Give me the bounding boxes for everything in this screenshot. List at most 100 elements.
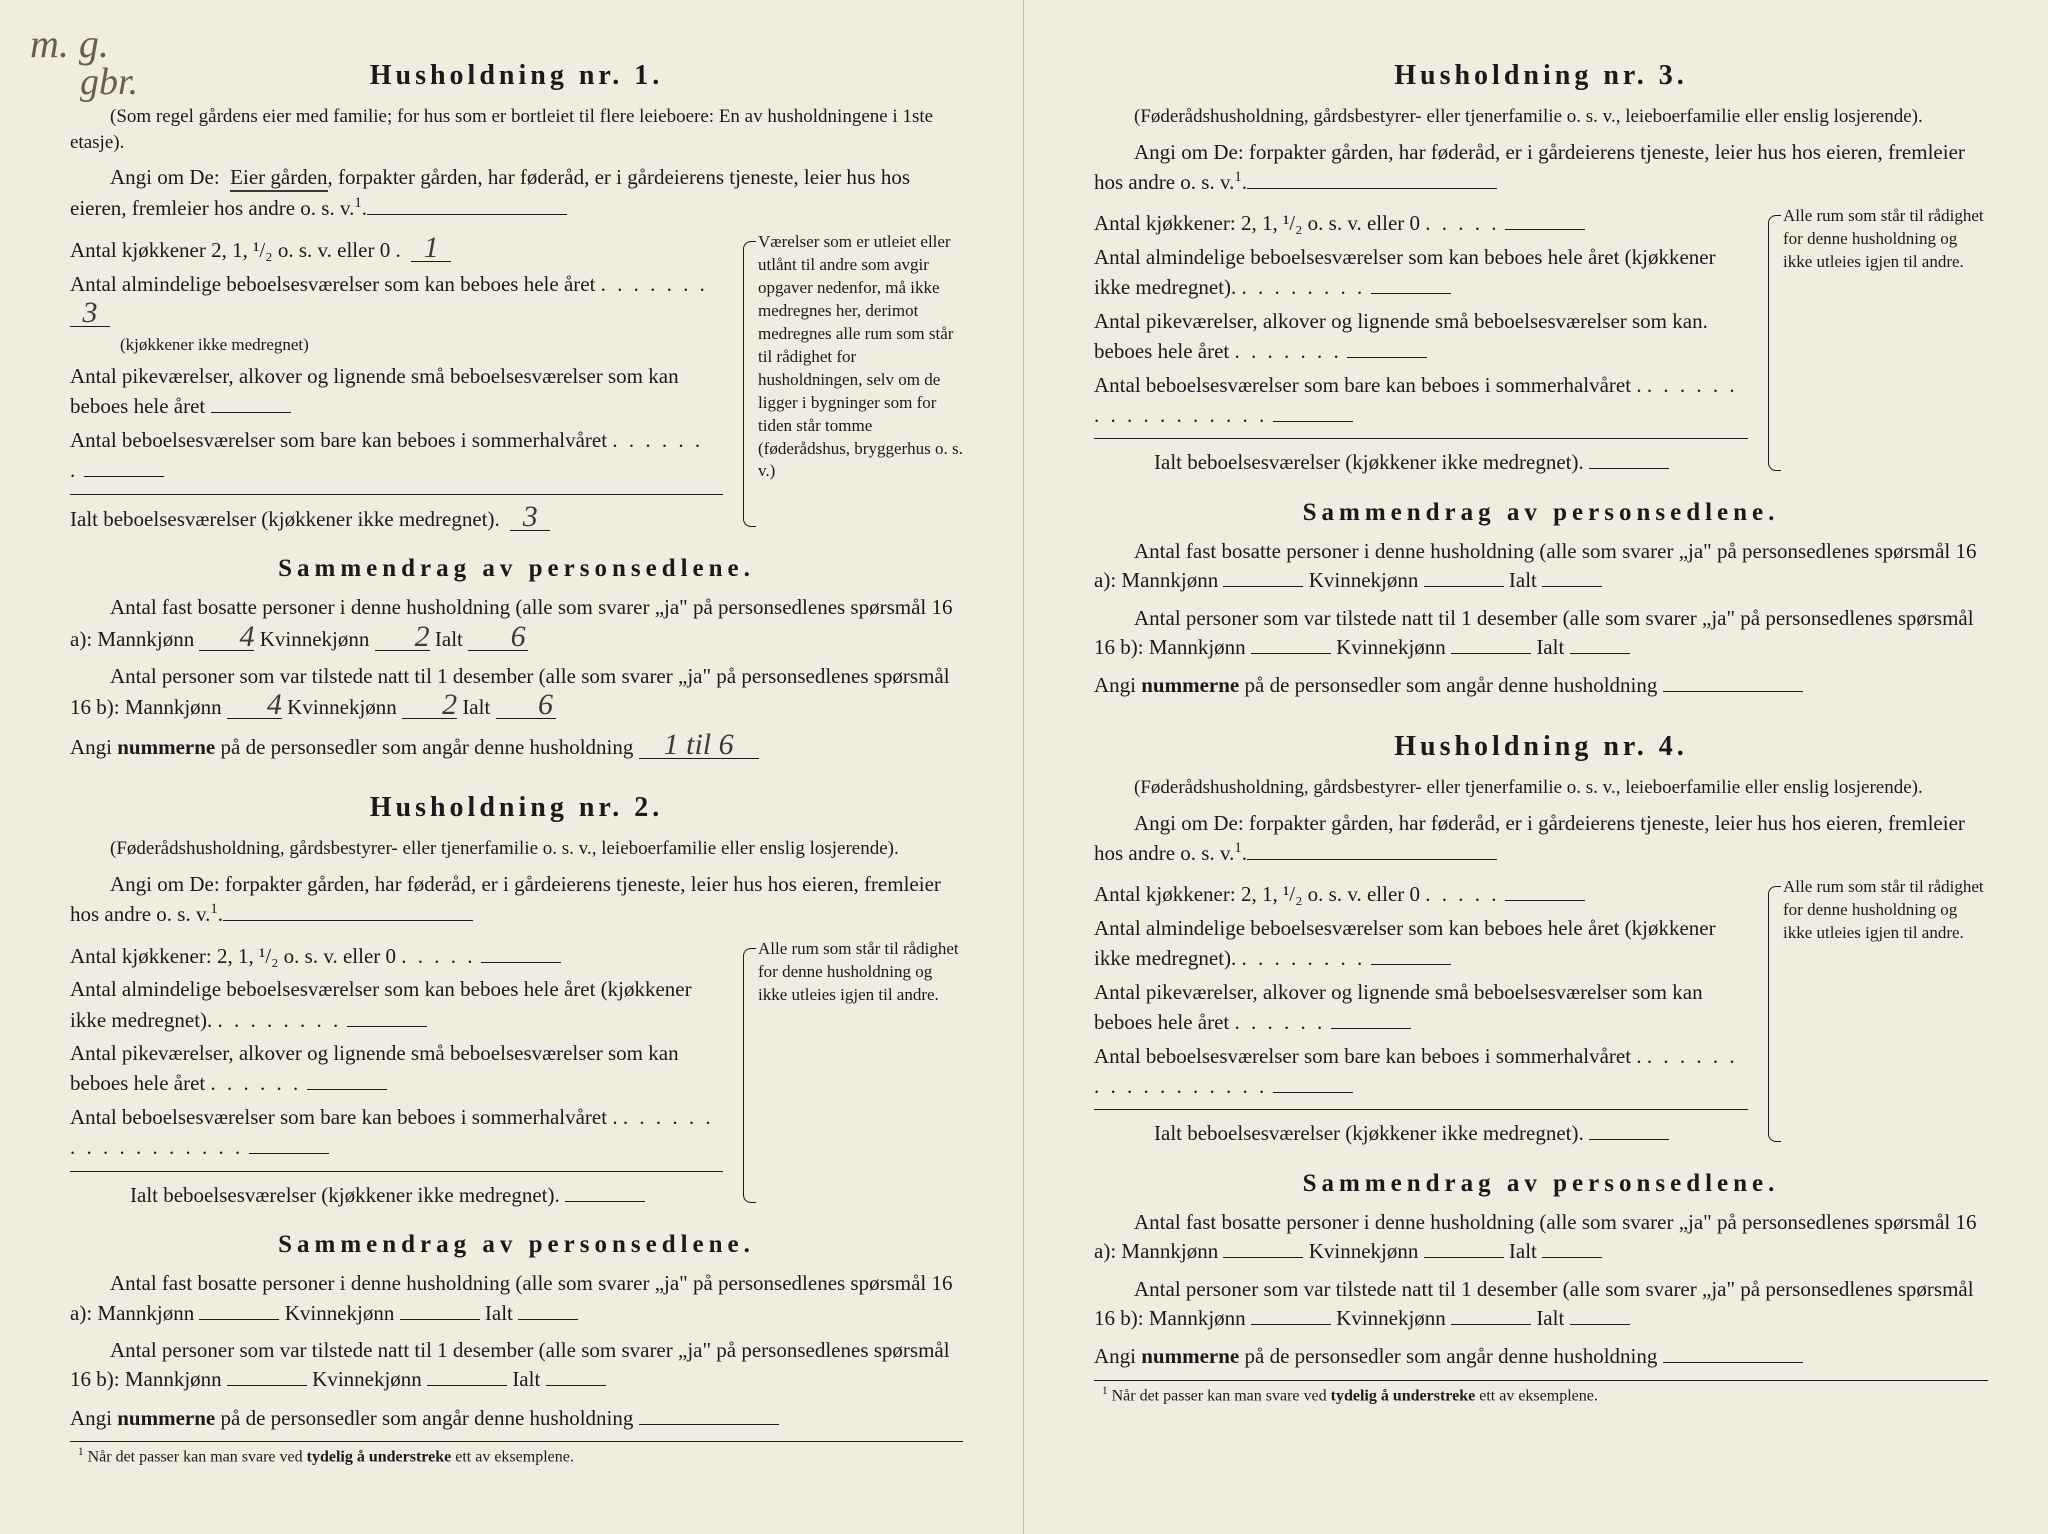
h3-p16a-m[interactable] [1223,586,1303,587]
h3-kjokkener-value[interactable] [1505,229,1585,230]
household-2-fields: Antal kjøkkener: 2, 1, ¹/₂ o. s. v. elle… [70,938,963,1214]
h2-p16b-i[interactable] [546,1385,606,1386]
footnote-right: 1 Når det passer kan man svare ved tydel… [1094,1380,1988,1405]
h4-p16a-m[interactable] [1223,1257,1303,1258]
pike-value[interactable] [211,412,291,413]
household-4-angi: Angi om De: forpakter gården, har føderå… [1094,809,1988,869]
household-2-title: Husholdning nr. 2. [70,792,963,824]
household-1-fields: Antal kjøkkener 2, 1, ¹/₂ o. s. v. eller… [70,231,963,537]
h4-p16a: Antal fast bosatte personer i denne hush… [1094,1208,1988,1267]
h2-pike-value[interactable] [307,1089,387,1090]
alm-note: (kjøkkener ikke medregnet) [70,333,723,358]
kjokkener-label: Antal kjøkkener 2, 1, ¹/₂ o. s. v. eller… [70,238,401,262]
h3-p16a: Antal fast bosatte personer i denne hush… [1094,537,1988,596]
h3-p16b-i[interactable] [1570,653,1630,654]
h4-sommer-value[interactable] [1273,1092,1353,1093]
household-4-sumtitle: Sammendrag av personsedlene. [1094,1170,1988,1198]
h4-sommer-label: Antal beboelsesværelser som bare kan beb… [1094,1044,1642,1068]
h3-p16a-k[interactable] [1424,586,1504,587]
nummerne-val[interactable]: 1 til 6 [639,731,759,759]
h2-p16a-k[interactable] [400,1319,480,1320]
h3-p16b-m[interactable] [1251,653,1331,654]
h3-sommer-label: Antal beboelsesværelser som bare kan beb… [1094,373,1642,397]
sommer-label: Antal beboelsesværelser som bare kan beb… [70,428,607,452]
h2-alm-value[interactable] [347,1026,427,1027]
household-1-angi: Angi om De: Eier gården, forpakter gårde… [70,163,963,223]
h3-ialt-value[interactable] [1589,468,1669,469]
h3-p16b: Antal personer som var tilstede natt til… [1094,604,1988,663]
h3-nummerne-val[interactable] [1663,691,1803,692]
household-1-intro: (Som regel gårdens eier med familie; for… [70,104,963,155]
h2-kjokkener-value[interactable] [481,962,561,963]
h3-alm-label: Antal almindelige beboelsesværelser som … [1094,245,1716,299]
h4-kjokkener-label: Antal kjøkkener: 2, 1, ¹/₂ o. s. v. elle… [1094,882,1420,906]
h3-ialt-label: Ialt beboelsesværelser (kjøkkener ikke m… [1154,450,1584,474]
p16b-m[interactable]: 4 [227,691,282,719]
h4-p16b-m[interactable] [1251,1324,1331,1325]
household-1-title: Husholdning nr. 1. [70,60,963,92]
household-3-fields: Antal kjøkkener: 2, 1, ¹/₂ o. s. v. elle… [1094,205,1988,481]
sommer-value[interactable] [84,476,164,477]
p16a-m[interactable]: 4 [199,623,254,651]
h4-alm-label: Antal almindelige beboelsesværelser som … [1094,916,1716,970]
h2-p16b-k[interactable] [427,1385,507,1386]
footnote-left: 1 Når det passer kan man svare ved tydel… [70,1441,963,1466]
h2-p16b-m[interactable] [227,1385,307,1386]
household-3-angi: Angi om De: forpakter gården, har føderå… [1094,138,1988,198]
h3-pike-value[interactable] [1347,357,1427,358]
household-4-fields: Antal kjøkkener: 2, 1, ¹/₂ o. s. v. elle… [1094,876,1988,1152]
h2-alm-label: Antal almindelige beboelsesværelser som … [70,977,692,1031]
h3-pike-label: Antal pikeværelser, alkover og lignende … [1094,309,1708,363]
h3-p16a-i[interactable] [1542,586,1602,587]
household-3-sumtitle: Sammendrag av personsedlene. [1094,499,1988,527]
h2-p16a-m[interactable] [199,1319,279,1320]
h4-p16b-k[interactable] [1451,1324,1531,1325]
household-2-angi: Angi om De: forpakter gården, har føderå… [70,870,963,930]
pike-label: Antal pikeværelser, alkover og lignende … [70,364,679,418]
h2-p16a: Antal fast bosatte personer i denne hush… [70,1269,963,1328]
household-2-intro: (Føderådshusholdning, gårdsbestyrer- ell… [70,836,963,862]
ialt-value[interactable]: 3 [510,503,550,531]
h2-p16a-i[interactable] [518,1319,578,1320]
household-3-title: Husholdning nr. 3. [1094,60,1988,92]
h2-sommer-label: Antal beboelsesværelser som bare kan beb… [70,1105,618,1129]
h4-pike-label: Antal pikeværelser, alkover og lignende … [1094,980,1703,1034]
household-4-sidebar: Alle rum som står til rådighet for denne… [1768,876,1988,1152]
household-1-sumtitle: Sammendrag av personsedlene. [70,555,963,583]
h3-p16b-k[interactable] [1451,653,1531,654]
h3-sommer-value[interactable] [1273,421,1353,422]
h3-alm-value[interactable] [1371,293,1451,294]
household-2-sumtitle: Sammendrag av personsedlene. [70,1231,963,1259]
household-3-sidebar: Alle rum som står til rådighet for denne… [1768,205,1988,481]
h4-nummerne-val[interactable] [1663,1362,1803,1363]
p16b: Antal personer som var tilstede natt til… [70,662,963,723]
h4-p16a-k[interactable] [1424,1257,1504,1258]
h4-p16a-i[interactable] [1542,1257,1602,1258]
p16a: Antal fast bosatte personer i denne hush… [70,593,963,654]
household-4: Husholdning nr. 4. (Føderådshusholdning,… [1094,731,1988,1405]
household-3: Husholdning nr. 3. (Føderådshusholdning,… [1094,60,1988,701]
kjokkener-value[interactable]: 1 [411,234,451,262]
h2-p16b: Antal personer som var tilstede natt til… [70,1336,963,1395]
p16b-i[interactable]: 6 [496,691,556,719]
h2-ialt-value[interactable] [565,1201,645,1202]
h2-pike-label: Antal pikeværelser, alkover og lignende … [70,1041,679,1095]
h4-kjokkener-value[interactable] [1505,900,1585,901]
ialt-label: Ialt beboelsesværelser (kjøkkener ikke m… [70,507,500,531]
h4-ialt-value[interactable] [1589,1139,1669,1140]
h4-ialt-label: Ialt beboelsesværelser (kjøkkener ikke m… [1154,1121,1584,1145]
h2-nummerne-val[interactable] [639,1424,779,1425]
h4-p16b-i[interactable] [1570,1324,1630,1325]
alm-value[interactable]: 3 [70,299,110,327]
h4-alm-value[interactable] [1371,964,1451,965]
p16a-k[interactable]: 2 [375,623,430,651]
household-4-title: Husholdning nr. 4. [1094,731,1988,763]
p16b-k[interactable]: 2 [402,691,457,719]
h4-p16b: Antal personer som var tilstede natt til… [1094,1275,1988,1334]
household-2: Husholdning nr. 2. (Føderådshusholdning,… [70,792,963,1466]
household-4-intro: (Føderådshusholdning, gårdsbestyrer- ell… [1094,775,1988,801]
h4-pike-value[interactable] [1331,1028,1411,1029]
h2-sommer-value[interactable] [249,1153,329,1154]
p16a-i[interactable]: 6 [468,623,528,651]
household-3-intro: (Føderådshusholdning, gårdsbestyrer- ell… [1094,104,1988,130]
